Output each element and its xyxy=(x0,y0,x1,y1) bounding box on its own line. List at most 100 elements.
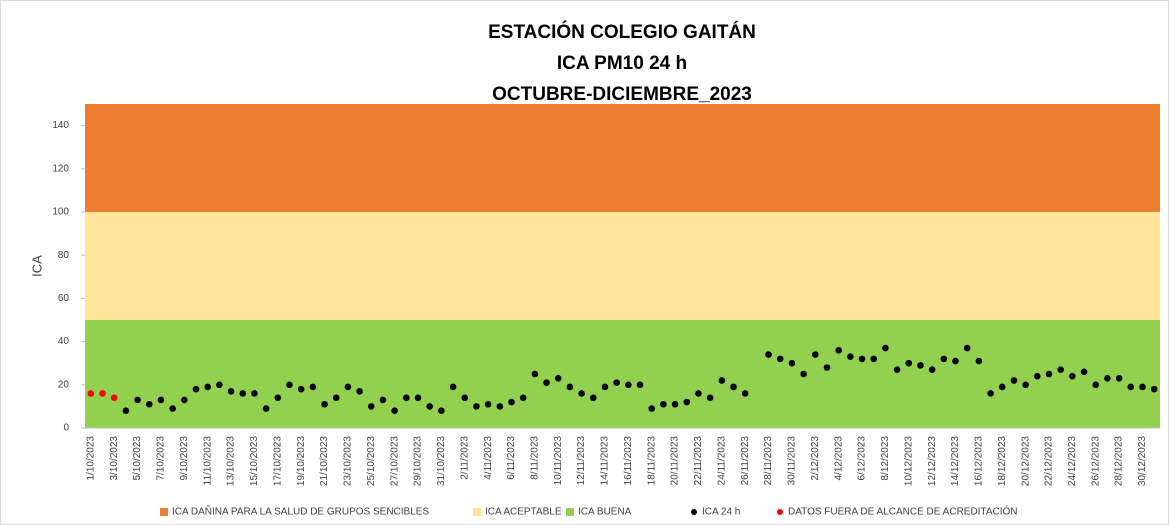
point xyxy=(157,396,165,404)
point xyxy=(134,396,141,404)
point xyxy=(496,403,504,410)
point xyxy=(858,355,866,363)
x-tick-label: 21/10/2023 xyxy=(319,436,330,486)
point xyxy=(952,357,959,365)
point xyxy=(893,366,901,373)
point xyxy=(344,383,352,391)
point xyxy=(1092,381,1100,389)
y-tick-label: 140 xyxy=(52,120,69,131)
legend-swatch xyxy=(566,508,574,516)
x-tick-label: 22/12/2023 xyxy=(1044,436,1055,486)
point xyxy=(566,383,574,391)
point xyxy=(426,403,434,410)
point xyxy=(940,355,948,363)
y-tick-label: 60 xyxy=(58,293,70,304)
point xyxy=(543,379,550,386)
point xyxy=(975,357,983,365)
x-tick-label: 28/12/2023 xyxy=(1114,436,1125,486)
x-tick-label: 30/12/2023 xyxy=(1137,436,1148,486)
point xyxy=(110,394,118,402)
x-tick-label: 31/10/2023 xyxy=(436,436,447,486)
point xyxy=(823,364,831,371)
legend-label: ICA 24 h xyxy=(702,507,740,518)
chart-title: ESTACIÓN COLEGIO GAITÁN xyxy=(488,21,756,43)
x-tick-label: 26/12/2023 xyxy=(1090,436,1101,486)
chart-title: ICA PM10 24 h xyxy=(557,53,687,74)
point xyxy=(99,390,106,397)
point xyxy=(706,394,714,402)
x-tick-label: 6/12/2023 xyxy=(857,436,868,481)
point xyxy=(181,396,188,404)
x-tick-label: 23/10/2023 xyxy=(343,436,354,486)
x-tick-label: 15/10/2023 xyxy=(249,436,260,486)
point xyxy=(449,383,457,391)
point xyxy=(601,383,609,391)
x-tick-label: 8/11/2023 xyxy=(530,436,541,480)
point xyxy=(776,355,784,363)
point xyxy=(414,394,422,402)
point xyxy=(251,390,258,397)
x-tick-label: 16/11/2023 xyxy=(623,436,634,486)
point xyxy=(683,398,691,406)
point xyxy=(379,396,387,404)
point xyxy=(963,344,971,352)
x-tick-label: 4/12/2023 xyxy=(833,436,844,481)
x-tick-label: 25/10/2023 xyxy=(366,436,377,486)
x-tick-label: 13/10/2023 xyxy=(226,436,237,486)
point xyxy=(589,394,597,402)
point xyxy=(145,400,153,408)
point xyxy=(765,351,772,358)
point xyxy=(122,407,130,415)
point xyxy=(730,383,737,391)
x-tick-label: 19/10/2023 xyxy=(296,436,307,486)
point xyxy=(1127,383,1135,391)
point xyxy=(204,383,211,391)
point xyxy=(1115,375,1123,382)
point xyxy=(625,381,632,389)
point xyxy=(671,400,679,408)
legend-label: DATOS FUERA DE ALCANCE DE ACREDITACIÓN xyxy=(788,505,1018,518)
x-tick-label: 29/10/2023 xyxy=(413,436,424,486)
point xyxy=(741,390,749,397)
legend-label: ICA ACEPTABLE xyxy=(485,507,562,518)
x-tick-label: 18/12/2023 xyxy=(997,436,1008,486)
x-tick-label: 2/12/2023 xyxy=(810,436,821,481)
point xyxy=(321,400,328,408)
point xyxy=(367,403,375,410)
legend-swatch xyxy=(691,509,697,515)
x-tick-label: 26/11/2023 xyxy=(740,436,751,486)
y-axis-label: ICA xyxy=(29,255,44,277)
x-tick-label: 2/11/2023 xyxy=(459,436,470,480)
point xyxy=(882,344,889,352)
chart-title: OCTUBRE-DICIEMBRE_2023 xyxy=(492,84,752,105)
point xyxy=(262,405,270,412)
point xyxy=(554,375,562,382)
point xyxy=(928,366,936,373)
y-tick-label: 40 xyxy=(58,336,70,347)
point xyxy=(356,387,363,395)
point xyxy=(1034,372,1041,380)
point xyxy=(1010,377,1018,384)
point xyxy=(286,381,293,389)
point xyxy=(473,403,480,410)
point xyxy=(811,351,819,358)
point xyxy=(1069,372,1076,380)
x-tick-label: 3/10/2023 xyxy=(109,436,120,481)
y-tick-label: 20 xyxy=(58,379,70,390)
point xyxy=(987,390,994,397)
point xyxy=(216,381,223,389)
point xyxy=(1150,385,1158,393)
point xyxy=(438,407,445,415)
x-tick-label: 14/11/2023 xyxy=(600,436,611,486)
x-tick-label: 9/10/2023 xyxy=(179,436,190,481)
x-tick-label: 12/11/2023 xyxy=(576,436,587,486)
x-tick-label: 20/11/2023 xyxy=(670,436,681,486)
point xyxy=(508,398,515,406)
legend-label: ICA BUENA xyxy=(578,507,632,518)
point xyxy=(297,385,305,393)
point xyxy=(870,355,878,363)
x-tick-label: 22/11/2023 xyxy=(693,436,704,486)
x-tick-label: 18/11/2023 xyxy=(646,436,657,486)
point xyxy=(403,394,410,402)
